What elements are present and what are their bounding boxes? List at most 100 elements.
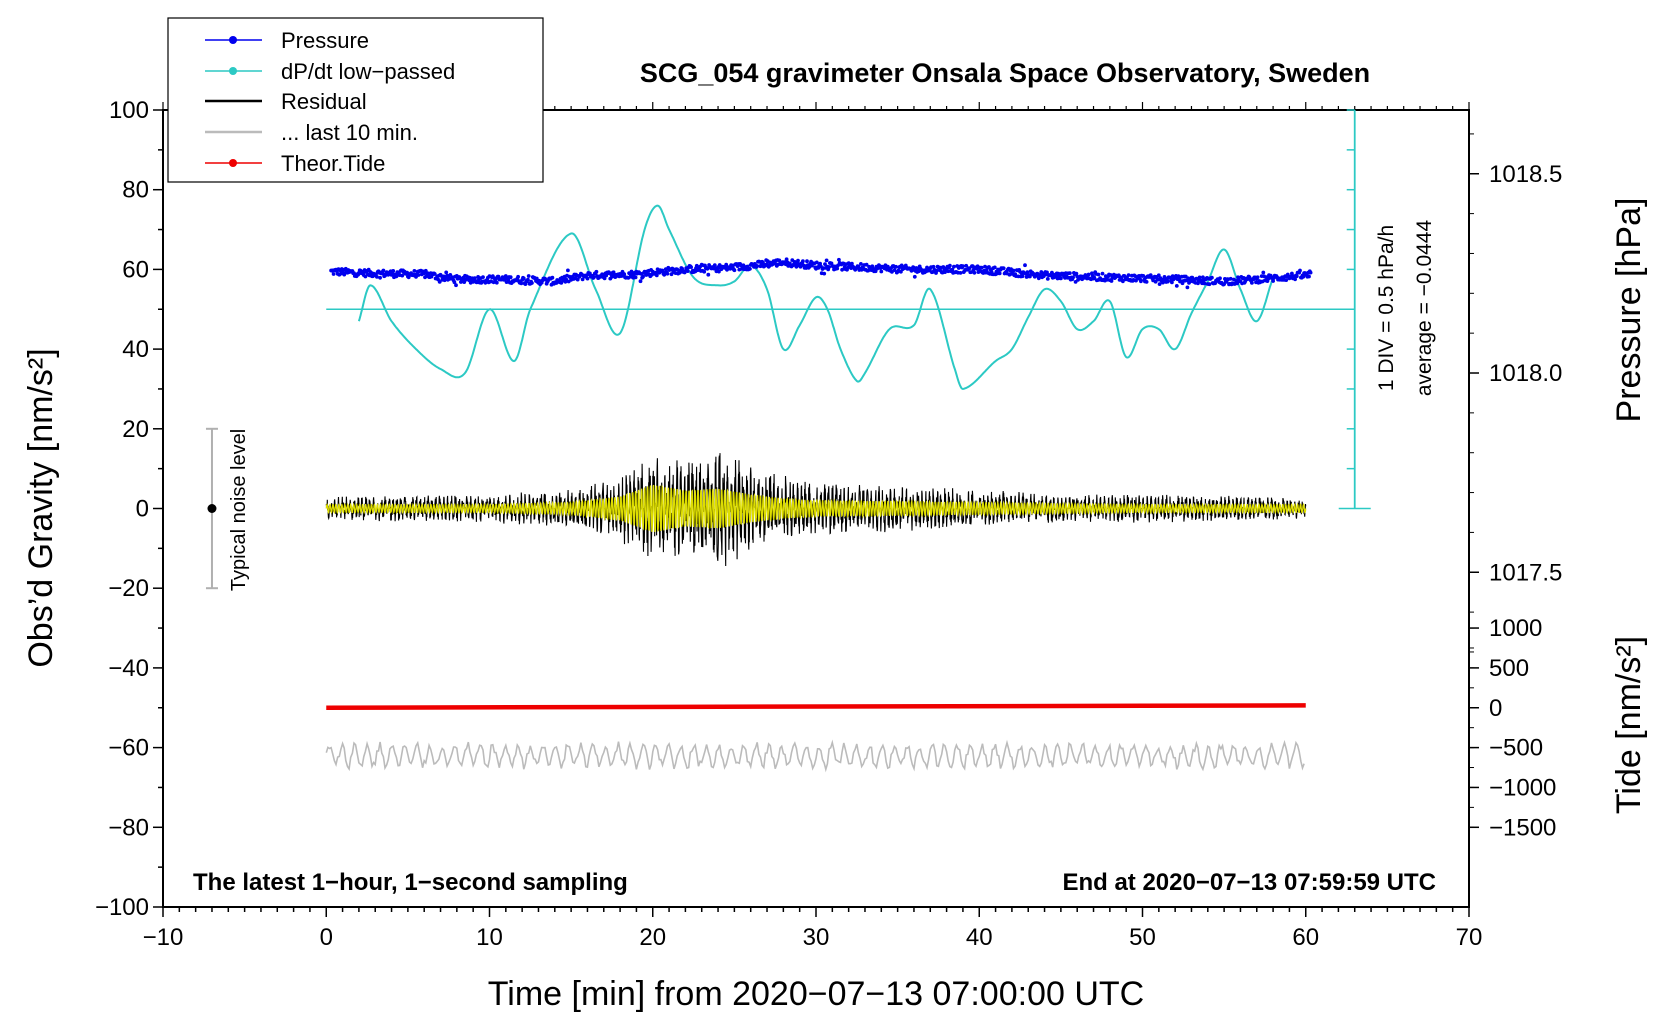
pressure-point: [1197, 275, 1202, 280]
legend-marker-dpdt: [229, 67, 237, 75]
pressure-layer: [329, 257, 1313, 290]
legend-label-last10: ... last 10 min.: [281, 120, 418, 145]
y-tick-label: −60: [108, 735, 149, 762]
pressure-point: [416, 273, 421, 277]
x-tick-label: 0: [320, 924, 333, 951]
pressure-point: [822, 271, 827, 276]
y-axis-left-ticks: −100 −80 −60 −40 −20 0 20 40 60 80 100: [95, 97, 163, 921]
pressure-point: [400, 273, 405, 278]
pressure-point: [1100, 271, 1105, 276]
pressure-point: [454, 283, 458, 288]
pressure-point: [840, 267, 844, 272]
pressure-point: [961, 264, 965, 269]
pressure-point: [969, 270, 973, 274]
pressure-point: [516, 274, 520, 279]
pressure-point: [1165, 279, 1170, 284]
pressure-point: [1218, 276, 1222, 281]
pressure-tick-label: 1018.0: [1489, 360, 1562, 387]
pressure-point: [331, 272, 336, 276]
pressure-point: [654, 273, 659, 278]
pressure-point: [712, 263, 717, 268]
pressure-point: [958, 271, 963, 275]
pressure-point: [837, 257, 841, 262]
legend-label-tide: Theor.Tide: [281, 151, 385, 176]
pressure-point: [801, 259, 805, 264]
pressure-point: [835, 266, 840, 271]
last-10-min-layer: [325, 739, 1305, 773]
noise-indicator-layer: [205, 427, 218, 590]
pressure-point: [566, 268, 570, 273]
pressure-point: [1045, 270, 1049, 275]
pressure-point: [1250, 281, 1254, 285]
pressure-point: [1023, 263, 1027, 268]
pressure-point: [665, 271, 670, 276]
pressure-point: [523, 282, 528, 286]
x-axis-ticks: −10 0 10 20 30 40 50 60 70: [143, 102, 1483, 951]
x-tick-label: 50: [1129, 924, 1156, 951]
pressure-point: [660, 268, 665, 273]
pressure-point: [859, 262, 863, 266]
pressure-point: [694, 263, 699, 268]
pressure-point: [622, 272, 627, 277]
pressure-point: [633, 275, 638, 280]
pressure-point: [1185, 285, 1190, 290]
pressure-point: [952, 264, 956, 269]
pressure-point: [534, 276, 539, 281]
pressure-point: [879, 269, 884, 274]
pressure-point: [412, 269, 417, 273]
pressure-point: [378, 275, 382, 280]
pressure-point: [1255, 275, 1260, 280]
tide-series-line: [326, 703, 1306, 710]
pressure-point: [1156, 273, 1161, 278]
pressure-point: [798, 264, 803, 269]
pressure-point: [1001, 266, 1006, 271]
pressure-point: [702, 269, 707, 274]
pressure-point: [777, 258, 782, 263]
pressure-point: [1126, 273, 1131, 277]
pressure-point: [979, 265, 984, 270]
legend-entry-dpdt: dP/dt low−passed: [205, 59, 455, 84]
pressure-point: [437, 280, 442, 284]
noise-indicator-label: Typical noise level: [228, 429, 250, 591]
pressure-point: [934, 268, 939, 273]
legend-label-residual: Residual: [281, 89, 367, 114]
chart-title: SCG_054 gravimeter Onsala Space Observat…: [640, 58, 1370, 88]
legend: Pressure dP/dt low−passed Residual ... l…: [167, 17, 544, 183]
pressure-point: [706, 272, 711, 277]
pressure-point: [1290, 271, 1294, 276]
y-tick-label: 100: [109, 97, 149, 124]
pressure-point: [1174, 284, 1179, 288]
pressure-point: [892, 268, 897, 272]
x-tick-label: 60: [1292, 924, 1319, 951]
legend-entry-residual: Residual: [205, 89, 367, 114]
pressure-point: [675, 267, 680, 272]
noise-center-dot: [207, 504, 217, 513]
pressure-point: [1025, 270, 1030, 275]
pressure-point: [1068, 271, 1072, 275]
pressure-point: [375, 275, 379, 279]
pressure-point: [602, 276, 607, 281]
pressure-point: [585, 276, 590, 281]
legend-label-dpdt: dP/dt low−passed: [281, 59, 455, 84]
y-axis-left-title: Obs’d Gravity [nm/s²]: [22, 348, 60, 667]
pressure-point: [592, 275, 596, 279]
filtered-residual-series-line: [325, 484, 1307, 532]
pressure-tick-label: 1018.5: [1489, 161, 1562, 188]
pressure-point: [1307, 274, 1311, 279]
pressure-point: [1235, 281, 1240, 286]
pressure-point: [452, 280, 457, 285]
pressure-point: [1161, 280, 1165, 285]
pressure-tick-label: 1017.5: [1489, 559, 1562, 586]
tide-axis-ticks: −1500 −1000 −500 0 500 1000: [1469, 615, 1556, 841]
y-tick-label: 20: [122, 416, 149, 443]
end-time-note: End at 2020−07−13 07:59:59 UTC: [1062, 869, 1436, 896]
x-tick-label: 70: [1456, 924, 1483, 951]
pressure-point: [987, 265, 991, 269]
tide-tick-label: 0: [1489, 695, 1502, 722]
pressure-point: [964, 263, 969, 268]
pressure-point: [444, 270, 449, 275]
pressure-point: [494, 280, 499, 285]
legend-marker-pressure: [229, 36, 237, 44]
pressure-point: [732, 268, 737, 273]
